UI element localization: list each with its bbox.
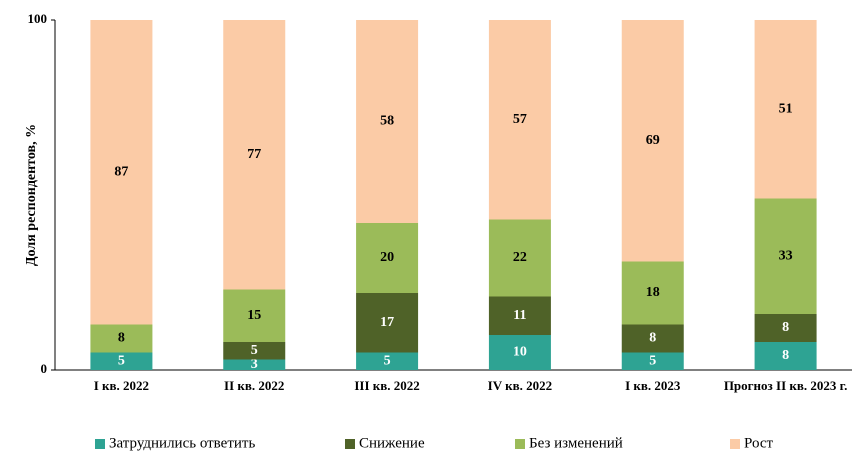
bar-segment <box>356 20 419 223</box>
data-label: 69 <box>646 133 660 148</box>
bar-segment <box>223 342 286 360</box>
y-tick-label: 0 <box>41 361 48 376</box>
bar-segment <box>754 20 817 199</box>
data-label: 5 <box>649 353 656 368</box>
bar-segment <box>223 359 286 370</box>
data-label: 8 <box>782 320 789 335</box>
bar-segment <box>488 335 551 370</box>
data-label: 18 <box>646 285 660 300</box>
legend-swatch <box>345 439 355 449</box>
legend-swatch <box>730 439 740 449</box>
bar-segment <box>621 20 684 262</box>
data-label: 22 <box>513 250 527 265</box>
data-label: 51 <box>779 101 793 116</box>
data-label: 15 <box>247 308 261 323</box>
x-tick-label: II кв. 2022 <box>224 378 285 393</box>
bar-segment <box>754 198 817 314</box>
x-tick-label: I кв. 2023 <box>625 378 681 393</box>
y-tick-label: 100 <box>28 11 48 26</box>
data-label: 58 <box>380 114 394 129</box>
legend-swatch <box>95 439 105 449</box>
bar-segment <box>356 293 419 353</box>
data-label: 87 <box>114 164 128 179</box>
data-label: 20 <box>380 250 394 265</box>
data-label: 8 <box>649 331 656 346</box>
bar-segment <box>621 324 684 353</box>
data-label: 8 <box>782 348 789 363</box>
bar-segment <box>90 324 153 353</box>
data-label: 77 <box>247 147 261 162</box>
data-label: 8 <box>118 331 125 346</box>
data-label: 57 <box>513 112 527 127</box>
data-label: 5 <box>118 353 125 368</box>
bar-segment <box>754 314 817 342</box>
legend-label: Снижение <box>359 435 425 451</box>
data-label: 5 <box>384 353 391 368</box>
bar-segment <box>356 223 419 293</box>
bar-segment <box>621 261 684 325</box>
x-tick-label: III кв. 2022 <box>354 378 420 393</box>
bar-segment <box>488 296 551 335</box>
bar-segment <box>488 20 551 220</box>
legend-swatch <box>515 439 525 449</box>
x-tick-label: IV кв. 2022 <box>487 378 553 393</box>
bar-segment <box>754 342 817 370</box>
bar-segment <box>356 352 419 370</box>
bar-segment <box>621 352 684 370</box>
data-label: 11 <box>513 308 526 323</box>
bar-segment <box>90 352 153 370</box>
x-tick-label: I кв. 2022 <box>93 378 150 393</box>
bar-segment <box>90 20 153 325</box>
data-label: 33 <box>779 248 793 263</box>
x-tick-label: Прогноз II кв. 2023 г. <box>723 378 848 393</box>
y-axis-label: Доля респондентов, % <box>24 124 39 266</box>
legend-label: Рост <box>744 435 774 451</box>
data-label: 17 <box>380 315 394 330</box>
legend-label: Затруднились ответить <box>109 435 255 451</box>
bar-segment <box>223 289 286 342</box>
bar-segment <box>223 20 286 290</box>
data-label: 3 <box>251 357 258 372</box>
bar-segment <box>488 219 551 297</box>
legend-label: Без изменений <box>529 435 623 451</box>
data-label: 10 <box>513 345 527 360</box>
data-label: 5 <box>251 343 258 358</box>
